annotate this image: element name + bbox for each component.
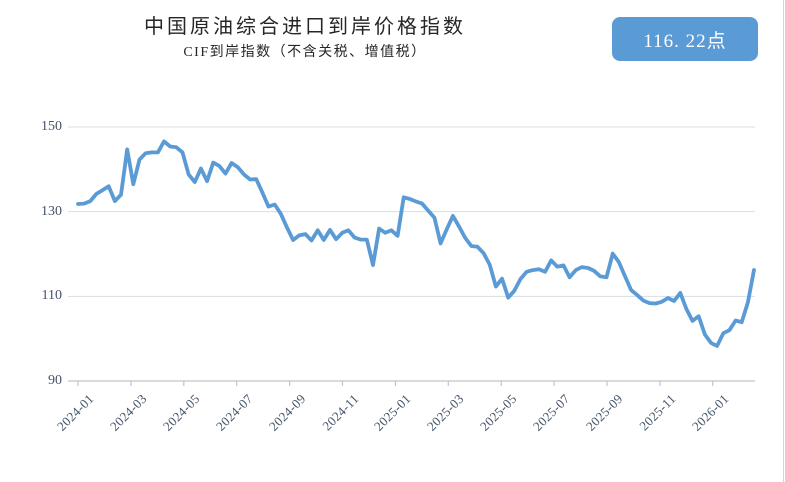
y-axis-label: 130 — [41, 203, 62, 219]
y-axis-label: 110 — [41, 288, 62, 304]
y-axis-label: 150 — [41, 119, 62, 134]
y-axis-label: 90 — [48, 373, 62, 388]
title-block: 中国原油综合进口到岸价格指数 CIF到岸指数（不含关税、增值税） — [25, 12, 585, 64]
window-edge — [783, 0, 784, 482]
price-line — [76, 139, 756, 348]
chart-title: 中国原油综合进口到岸价格指数 — [144, 16, 466, 38]
latest-value-badge: 116. 22点 — [612, 17, 758, 61]
chart-subtitle: CIF到岸指数（不含关税、增值税） — [183, 45, 427, 60]
